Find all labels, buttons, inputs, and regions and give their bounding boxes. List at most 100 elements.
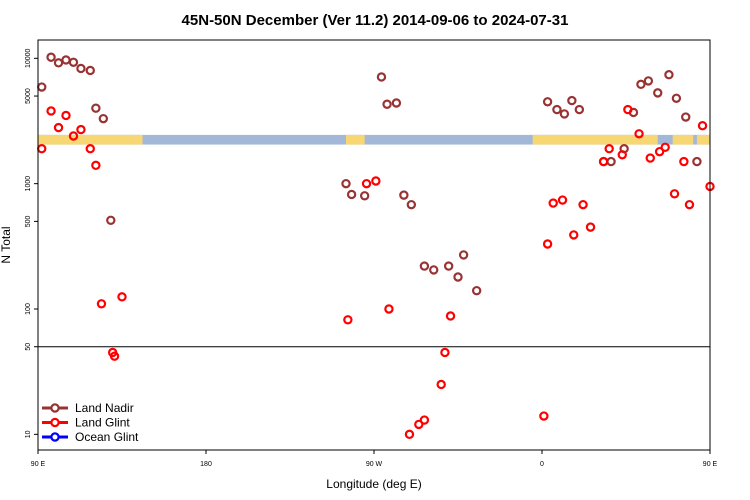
chart-title: 45N-50N December (Ver 11.2) 2014-09-06 t… (182, 12, 569, 29)
land-nadir-point (91, 103, 101, 113)
land-glint-point (343, 315, 353, 325)
land-band-segment (696, 134, 710, 145)
land-glint-point (404, 429, 415, 440)
land-ocean-band (38, 134, 710, 145)
land-nadir-point (443, 261, 454, 271)
land-glint-point (371, 176, 381, 186)
land-glint-point (660, 142, 670, 153)
y-tick-label: 500 (25, 215, 32, 227)
y-axis-ticks: 10 50 100 500 1000 5000 10000 (25, 48, 38, 438)
land-nadir-point (429, 265, 439, 275)
land-nadir-point (346, 189, 357, 200)
land-glint-point (76, 124, 86, 135)
land-nadir-point (636, 79, 646, 90)
land-glint-point (542, 239, 553, 249)
land-glint-point (684, 199, 695, 210)
x-tick-label: 90 E (31, 461, 46, 468)
land-nadir-legend-marker (50, 403, 60, 413)
land-nadir-point (382, 99, 392, 109)
land-nadir-point (98, 113, 109, 124)
land-glint-point (419, 415, 430, 425)
land-glint-point (669, 189, 680, 199)
land-glint-point (61, 110, 71, 121)
land-glint-point (117, 292, 127, 302)
land-glint-point (654, 146, 665, 157)
land-band-segment (38, 134, 143, 145)
land-nadir-point (85, 65, 95, 76)
y-tick-label: 10 (25, 430, 32, 438)
land-nadir-point (552, 104, 562, 115)
land-nadir-point (391, 98, 402, 108)
x-tick-label: 180 (200, 461, 212, 468)
land-glint-point (697, 120, 708, 131)
land-glint-point (539, 411, 549, 421)
land-nadir-point (643, 76, 654, 86)
land-glint-point (598, 156, 609, 167)
land-nadir-point (68, 57, 79, 67)
land-band-segment (532, 134, 658, 145)
land-glint-point (85, 144, 95, 154)
land-nadir-point (681, 112, 691, 122)
land-glint-point (679, 156, 689, 167)
y-tick-label: 100 (25, 303, 32, 315)
land-nadir-point (76, 63, 86, 74)
land-glint-point (109, 351, 120, 361)
ocean-glint-legend-marker (50, 432, 60, 442)
land-band-segment (672, 134, 694, 145)
land-glint-point (548, 198, 558, 208)
land-glint-point (623, 104, 633, 115)
land-nadir-point (664, 70, 674, 80)
land-nadir-point (567, 95, 577, 106)
ocean-glint-legend-label: Ocean Glint (75, 430, 139, 444)
land-glint-point (436, 379, 446, 390)
land-nadir-point (399, 190, 409, 200)
land-glint-point (557, 195, 568, 205)
x-axis-label: Longitude (deg E) (326, 477, 421, 491)
land-band-segment (346, 134, 365, 145)
x-axis-ticks: 90 E 180 90 W 0 90 E (31, 450, 718, 468)
x-tick-label: 90 E (703, 461, 718, 468)
y-tick-label: 1000 (25, 176, 32, 192)
land-nadir-point (106, 215, 116, 226)
land-glint-point (569, 230, 579, 240)
land-glint-point (440, 347, 450, 358)
land-glint-legend-label: Land Glint (75, 416, 130, 430)
land-glint-point (617, 150, 627, 160)
land-glint-point (68, 131, 79, 141)
land-glint-point (46, 106, 56, 116)
land-glint-point (645, 153, 655, 163)
land-nadir-point (458, 250, 469, 260)
land-glint-point (585, 222, 596, 232)
land-glint-point (414, 419, 424, 430)
land-nadir-point (419, 261, 430, 271)
land-glint-point (361, 178, 372, 189)
land-glint-point (604, 144, 614, 154)
land-glint-point (384, 304, 394, 314)
land-nadir-point (471, 285, 482, 296)
land-nadir-point (359, 191, 370, 201)
land-nadir-point (341, 178, 351, 189)
land-glint-point (634, 129, 644, 139)
land-glint-point (91, 160, 101, 171)
land-nadir-point (559, 109, 570, 119)
land-glint-point (445, 311, 456, 321)
x-tick-label: 90 W (366, 461, 383, 468)
y-axis-label: N Total (0, 226, 13, 263)
data-points (37, 52, 715, 440)
land-nadir-point (406, 199, 417, 210)
land-glint-point (578, 199, 588, 210)
y-tick-label: 50 (25, 343, 32, 351)
land-nadir-point (376, 72, 387, 82)
land-nadir-point (692, 156, 702, 167)
land-nadir-point (46, 52, 56, 62)
y-tick-label: 10000 (25, 48, 32, 68)
land-nadir-point (542, 97, 553, 107)
land-nadir-point (653, 88, 663, 98)
x-tick-label: 0 (540, 461, 544, 468)
land-glint-point (96, 299, 107, 309)
y-tick-label: 5000 (25, 88, 32, 104)
land-nadir-point (671, 93, 682, 103)
land-nadir-point (574, 104, 585, 115)
